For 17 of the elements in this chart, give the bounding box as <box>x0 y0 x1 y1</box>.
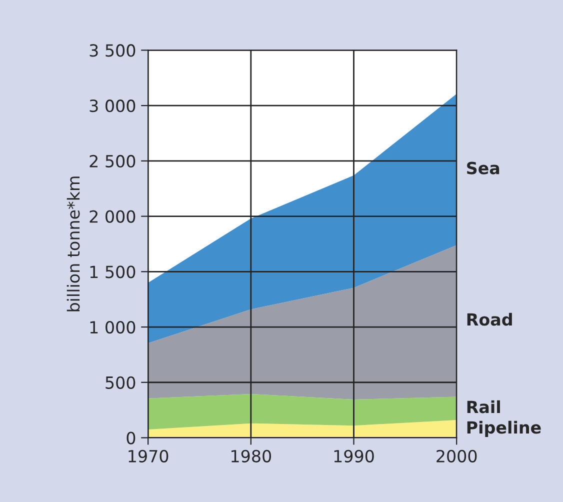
series-label: Sea <box>467 162 500 174</box>
x-tick-label: 1990 <box>334 450 374 462</box>
y-tick-label: 2 000 <box>90 210 136 223</box>
y-tick-label: 1 500 <box>90 266 136 278</box>
series-label: Rail <box>467 400 500 414</box>
y-tick-label: 3 000 <box>90 100 136 112</box>
series-label: Road <box>467 312 512 326</box>
x-tick-label: 2000 <box>436 450 477 462</box>
y-axis-title: billion tonne*km <box>66 176 80 312</box>
y-tick-label: 3 500 <box>90 44 136 57</box>
series-label: Pipeline <box>467 420 541 437</box>
x-tick-label: 1970 <box>128 450 168 462</box>
y-tick-label: 500 <box>106 376 136 389</box>
y-tick-label: 2 500 <box>90 154 136 168</box>
y-tick-label: 0 <box>126 432 136 444</box>
y-tick-label: 1 000 <box>90 320 136 334</box>
x-tick-label: 1980 <box>232 450 272 462</box>
